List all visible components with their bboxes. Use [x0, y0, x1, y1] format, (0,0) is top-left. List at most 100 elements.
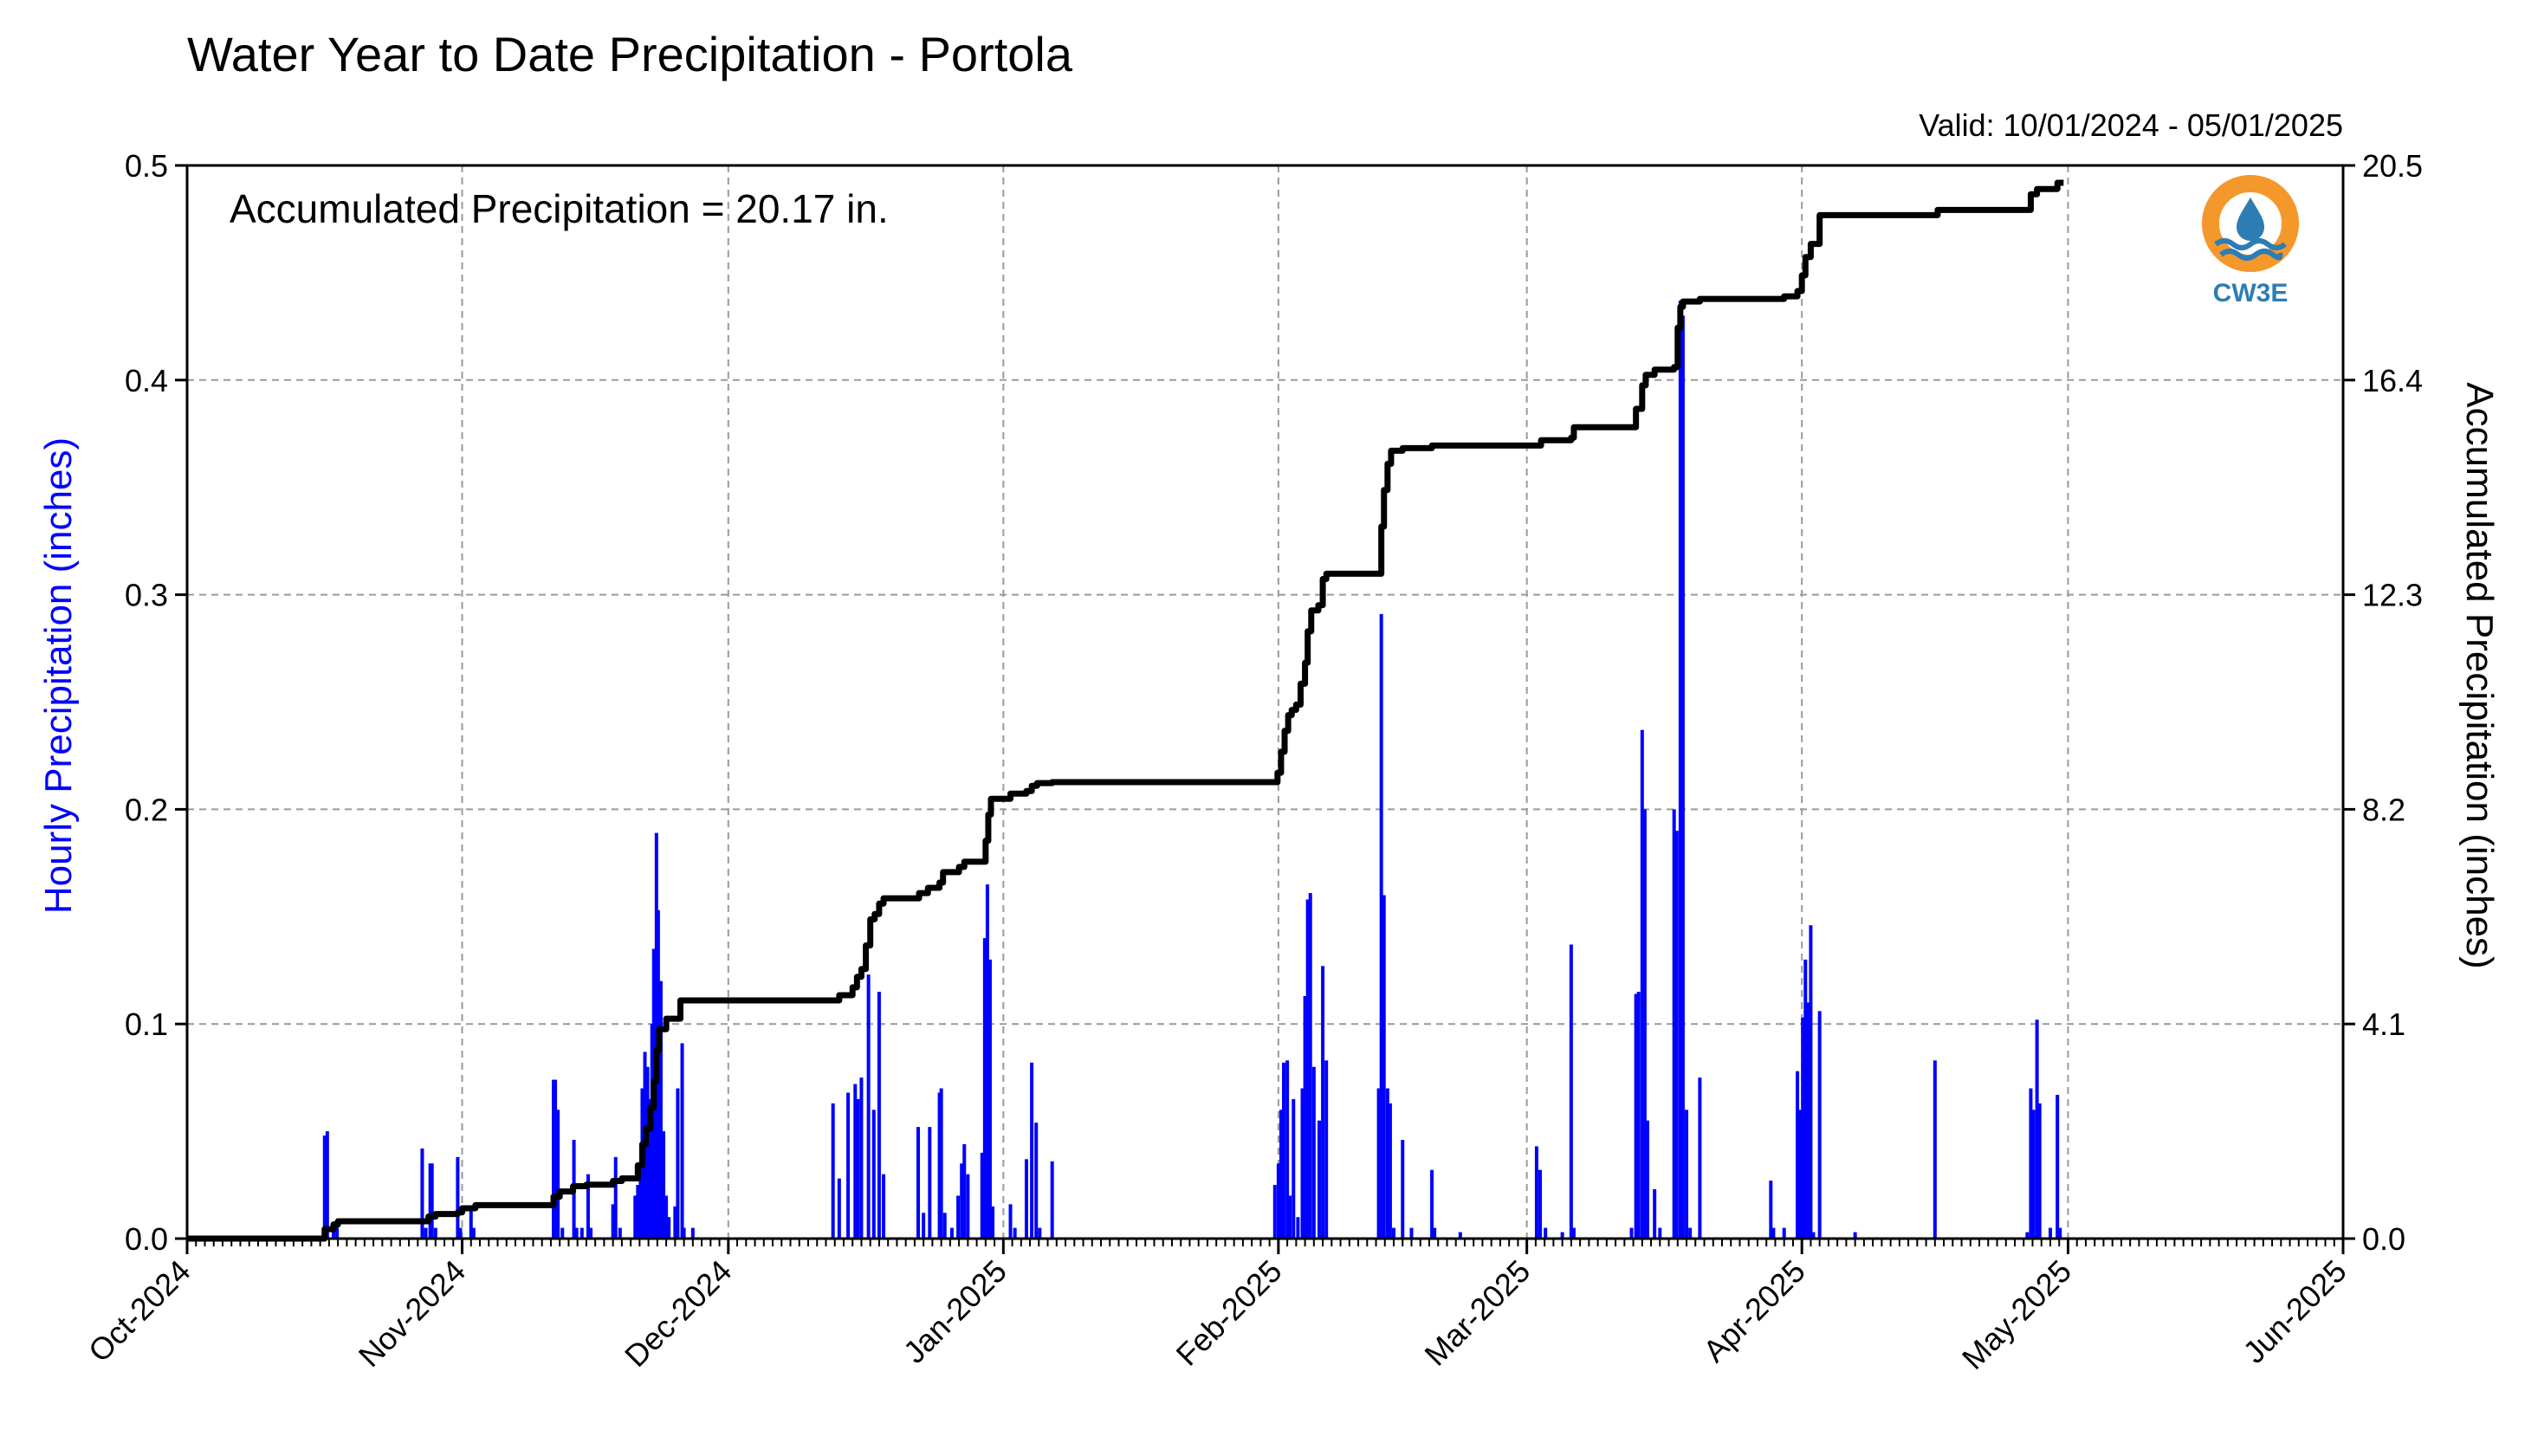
hourly-bar: [645, 1066, 650, 1239]
hourly-bar: [611, 1204, 615, 1239]
hourly-bar: [866, 974, 871, 1239]
y-left-tick-label: 0.3: [125, 578, 168, 613]
y-left-tick-label: 0.0: [125, 1221, 168, 1257]
hourly-bar: [469, 1206, 473, 1239]
hourly-bar: [1685, 1110, 1689, 1239]
hourly-bar: [433, 1227, 437, 1239]
hourly-bar: [1388, 1103, 1392, 1239]
hourly-bar: [613, 1156, 618, 1239]
y-right-tick-label: 16.4: [2362, 363, 2423, 398]
hourly-bar: [962, 1143, 967, 1239]
hourly-bar: [1636, 992, 1641, 1239]
hourly-bar: [633, 1195, 638, 1239]
hourly-bar: [1296, 1217, 1300, 1239]
hourly-bar: [1811, 1232, 1816, 1239]
hourly-bar: [877, 992, 881, 1239]
hourly-bar: [1430, 1169, 1434, 1239]
hourly-bar: [2025, 1232, 2030, 1239]
hourly-bar: [647, 1098, 651, 1239]
hourly-bar: [335, 1221, 340, 1239]
hourly-bar: [2029, 1088, 2033, 1239]
hourly-bar: [1544, 1227, 1548, 1239]
hourly-bar: [1796, 1071, 1800, 1239]
hourly-bar: [856, 1098, 860, 1239]
hourly-bar: [1680, 315, 1685, 1239]
hourly-bar: [650, 1024, 654, 1239]
hourly-bar: [658, 980, 663, 1239]
logo-wave-icon: [2214, 238, 2287, 250]
hourly-bar: [939, 1088, 943, 1239]
hourly-bar: [846, 1092, 851, 1239]
hourly-bar: [589, 1227, 593, 1239]
y-right-tick-label: 20.5: [2362, 148, 2423, 184]
hourly-bar: [1382, 895, 1386, 1239]
hourly-bar: [985, 884, 989, 1239]
hourly-bar: [1303, 995, 1307, 1239]
hourly-bar: [554, 1079, 558, 1239]
hourly-bar: [1376, 1088, 1381, 1239]
hourly-bar: [1013, 1227, 1017, 1239]
hourly-bar: [1324, 1060, 1329, 1239]
hourly-bar: [2035, 1019, 2039, 1239]
hourly-bar: [2058, 1227, 2062, 1239]
hourly-bar: [1806, 1002, 1810, 1239]
hourly-bar: [1782, 1227, 1786, 1239]
hourly-bar: [420, 1148, 424, 1239]
hourly-bar: [673, 1206, 677, 1239]
cw3e-logo: CW3E: [2202, 175, 2299, 307]
hourly-bar: [937, 1092, 942, 1239]
accumulated-total-annotation: Accumulated Precipitation = 20.17 in.: [230, 186, 889, 231]
hourly-bar: [2048, 1227, 2052, 1239]
hourly-bar: [1276, 1163, 1280, 1239]
hourly-bar: [1458, 1232, 1462, 1239]
hourly-bar: [430, 1163, 434, 1239]
hourly-bar: [1050, 1161, 1054, 1239]
hourly-bar: [1658, 1227, 1662, 1239]
hourly-bar: [1030, 1062, 1034, 1239]
hourly-bar: [1282, 1062, 1286, 1239]
y-left-tick-label: 0.4: [125, 363, 168, 398]
hourly-bar: [1645, 1120, 1649, 1239]
hourly-bar: [1569, 944, 1573, 1239]
hourly-bar: [458, 1227, 463, 1239]
accumulated-line: [187, 179, 2064, 1242]
logo-text: CW3E: [2213, 279, 2289, 307]
hourly-bar: [1809, 925, 1813, 1239]
hourly-bar: [916, 1127, 921, 1239]
hourly-bar: [960, 1163, 964, 1239]
hourly-bar: [1817, 1011, 1822, 1239]
hourly-bar: [1285, 1060, 1290, 1239]
y-axis-left-title: Hourly Precipitation (inches): [37, 437, 80, 914]
hourly-bar: [456, 1156, 460, 1239]
y-right-tick-label: 0.0: [2362, 1221, 2405, 1257]
hourly-bar: [987, 959, 992, 1239]
hourly-bar: [991, 1206, 995, 1239]
hourly-bar: [942, 1213, 947, 1239]
hourly-bar: [1008, 1204, 1013, 1239]
y-right-tick-label: 12.3: [2362, 578, 2423, 613]
hourly-bar: [1038, 1227, 1042, 1239]
hourly-bar: [618, 1227, 622, 1239]
hourly-bar: [1653, 1189, 1657, 1239]
water-drop-icon: [2237, 197, 2264, 241]
hourly-bar: [1311, 1066, 1316, 1239]
hourly-bar: [1409, 1227, 1414, 1239]
hourly-bar: [882, 1174, 886, 1239]
hourly-bar: [682, 1227, 686, 1239]
hourly-bar: [1317, 1120, 1321, 1239]
hourly-bar: [871, 1110, 876, 1239]
hourly-bar: [956, 1195, 961, 1239]
hourly-bar: [680, 1043, 684, 1239]
hourly-bar: [667, 1217, 671, 1239]
hourly-bar: [831, 1103, 835, 1239]
hourly-bar: [982, 938, 987, 1239]
hourly-bar: [471, 1227, 476, 1239]
hourly-bar: [1933, 1060, 1937, 1239]
hourly-bar: [949, 1227, 954, 1239]
hourly-bar: [1771, 1227, 1776, 1239]
hourly-bar: [1300, 1088, 1305, 1239]
plot-frame: [185, 164, 2345, 1240]
hourly-bar: [322, 1136, 327, 1239]
hourly-bar: [662, 1131, 666, 1239]
